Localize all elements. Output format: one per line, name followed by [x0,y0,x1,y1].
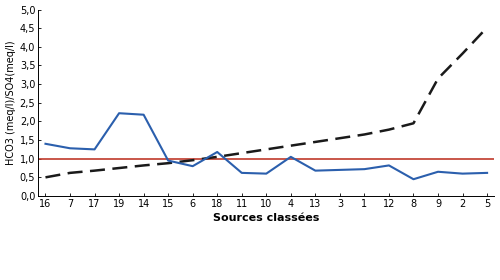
HCO3 (meq/l)/SO4(meq/l) [337,137,343,140]
HCO3 (meq/l)/SO4(meq/l) [264,148,270,151]
Cond (mS/cm) [116,111,122,115]
HCO3=SO4 [67,157,73,160]
HCO3 (meq/l)/SO4(meq/l) [288,144,294,147]
HCO3 (meq/l)/SO4(meq/l) [410,122,416,125]
Legend: HCO3 (meq/l)/SO4(meq/l), Cond (mS/cm), HCO3=SO4: HCO3 (meq/l)/SO4(meq/l), Cond (mS/cm), H… [74,279,458,280]
Cond (mS/cm) [239,171,245,174]
Cond (mS/cm) [312,169,318,172]
Y-axis label: HCO3 (meq/l)/SO4(meq/l): HCO3 (meq/l)/SO4(meq/l) [6,41,16,165]
HCO3 (meq/l)/SO4(meq/l) [190,158,196,162]
HCO3 (meq/l)/SO4(meq/l) [140,164,146,167]
HCO3 (meq/l)/SO4(meq/l) [362,133,368,136]
HCO3 (meq/l)/SO4(meq/l) [165,162,171,165]
Cond (mS/cm) [386,164,392,167]
Cond (mS/cm) [165,159,171,162]
Cond (mS/cm) [288,155,294,158]
HCO3 (meq/l)/SO4(meq/l) [460,52,466,55]
Cond (mS/cm) [67,147,73,150]
Cond (mS/cm) [362,167,368,171]
HCO3 (meq/l)/SO4(meq/l) [312,140,318,144]
Cond (mS/cm) [337,168,343,172]
Cond (mS/cm) [484,171,490,174]
HCO3 (meq/l)/SO4(meq/l) [116,166,122,170]
X-axis label: Sources classées: Sources classées [213,213,320,223]
Cond (mS/cm) [190,164,196,168]
Cond (mS/cm) [140,113,146,116]
Line: Cond (mS/cm): Cond (mS/cm) [46,113,487,179]
HCO3 (meq/l)/SO4(meq/l) [67,171,73,174]
HCO3 (meq/l)/SO4(meq/l) [484,26,490,29]
Cond (mS/cm) [435,170,441,173]
HCO3 (meq/l)/SO4(meq/l) [214,155,220,158]
HCO3 (meq/l)/SO4(meq/l) [92,169,98,172]
HCO3 (meq/l)/SO4(meq/l) [42,176,48,179]
HCO3 (meq/l)/SO4(meq/l) [386,128,392,131]
Cond (mS/cm) [410,178,416,181]
Cond (mS/cm) [214,150,220,154]
HCO3 (meq/l)/SO4(meq/l) [435,77,441,80]
Cond (mS/cm) [92,148,98,151]
Cond (mS/cm) [460,172,466,175]
Cond (mS/cm) [264,172,270,175]
Cond (mS/cm) [42,142,48,146]
Line: HCO3 (meq/l)/SO4(meq/l): HCO3 (meq/l)/SO4(meq/l) [46,27,487,177]
HCO3=SO4 [42,157,48,160]
HCO3 (meq/l)/SO4(meq/l) [239,151,245,155]
